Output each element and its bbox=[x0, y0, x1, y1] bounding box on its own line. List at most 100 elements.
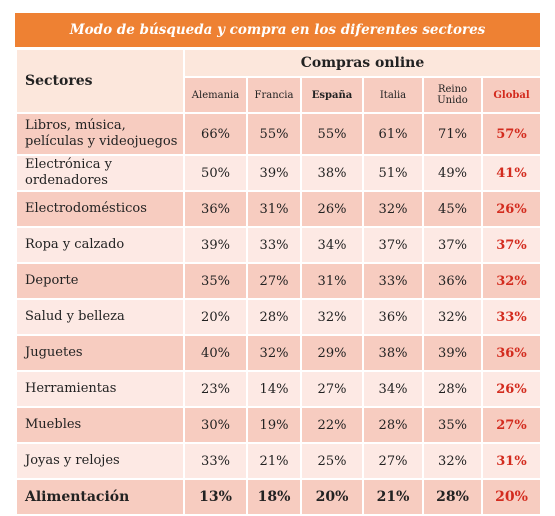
global-value-cell: 33% bbox=[481, 298, 542, 336]
table-row: Herramientas 23% 14% 27% 34% 28% 26% bbox=[15, 370, 542, 408]
table-body: Libros, música, películas y videojuegos 6… bbox=[15, 112, 542, 516]
value-cell: 19% bbox=[246, 406, 302, 444]
sector-cell: Electrónica y ordenadores bbox=[15, 154, 185, 192]
global-value-cell: 57% bbox=[481, 112, 542, 156]
value-cell: 37% bbox=[422, 226, 483, 264]
column-header: España bbox=[300, 76, 364, 114]
value-cell: 33% bbox=[362, 262, 424, 300]
value-cell: 31% bbox=[300, 262, 364, 300]
value-cell: 35% bbox=[183, 262, 248, 300]
column-header: Reino Unido bbox=[422, 76, 483, 114]
table-row: Joyas y relojes 33% 21% 25% 27% 32% 31% bbox=[15, 442, 542, 480]
value-cell: 27% bbox=[300, 370, 364, 408]
value-cell: 38% bbox=[362, 334, 424, 372]
value-cell: 32% bbox=[422, 442, 483, 480]
data-table: Sectores Compras online Alemania Francia… bbox=[15, 48, 542, 516]
value-cell: 28% bbox=[422, 370, 483, 408]
value-cell: 36% bbox=[183, 190, 248, 228]
value-cell: 71% bbox=[422, 112, 483, 156]
value-cell: 20% bbox=[183, 298, 248, 336]
global-value-cell: 41% bbox=[481, 154, 542, 192]
group-header: Compras online bbox=[183, 48, 542, 78]
sector-cell: Muebles bbox=[15, 406, 185, 444]
value-cell: 50% bbox=[183, 154, 248, 192]
value-cell: 34% bbox=[300, 226, 364, 264]
global-value-cell: 36% bbox=[481, 334, 542, 372]
value-cell: 37% bbox=[362, 226, 424, 264]
sectors-header: Sectores bbox=[15, 48, 185, 114]
sector-cell: Salud y belleza bbox=[15, 298, 185, 336]
value-cell: 26% bbox=[300, 190, 364, 228]
table-row: Salud y belleza 20% 28% 32% 36% 32% 33% bbox=[15, 298, 542, 336]
value-cell: 66% bbox=[183, 112, 248, 156]
table-row: Deporte 35% 27% 31% 33% 36% 32% bbox=[15, 262, 542, 300]
sector-cell: Ropa y calzado bbox=[15, 226, 185, 264]
sector-cell: Herramientas bbox=[15, 370, 185, 408]
global-value-cell: 26% bbox=[481, 370, 542, 408]
value-cell: 55% bbox=[246, 112, 302, 156]
column-header: Global bbox=[481, 76, 542, 114]
global-value-cell: 27% bbox=[481, 406, 542, 444]
value-cell: 32% bbox=[362, 190, 424, 228]
column-header: Italia bbox=[362, 76, 424, 114]
value-cell: 38% bbox=[300, 154, 364, 192]
sector-cell: Electrodomésticos bbox=[15, 190, 185, 228]
value-cell: 61% bbox=[362, 112, 424, 156]
value-cell: 32% bbox=[246, 334, 302, 372]
value-cell: 33% bbox=[246, 226, 302, 264]
value-cell: 18% bbox=[246, 478, 302, 516]
column-header: Alemania bbox=[183, 76, 248, 114]
value-cell: 28% bbox=[246, 298, 302, 336]
value-cell: 14% bbox=[246, 370, 302, 408]
global-value-cell: 37% bbox=[481, 226, 542, 264]
value-cell: 27% bbox=[246, 262, 302, 300]
sector-cell: Alimentación bbox=[15, 478, 185, 516]
table-row: Muebles 30% 19% 22% 28% 35% 27% bbox=[15, 406, 542, 444]
value-cell: 36% bbox=[362, 298, 424, 336]
value-cell: 49% bbox=[422, 154, 483, 192]
global-value-cell: 26% bbox=[481, 190, 542, 228]
value-cell: 28% bbox=[362, 406, 424, 444]
value-cell: 29% bbox=[300, 334, 364, 372]
value-cell: 40% bbox=[183, 334, 248, 372]
table-row: Alimentación 13% 18% 20% 21% 28% 20% bbox=[15, 478, 542, 516]
value-cell: 33% bbox=[183, 442, 248, 480]
table-row: Juguetes 40% 32% 29% 38% 39% 36% bbox=[15, 334, 542, 372]
column-header: Francia bbox=[246, 76, 302, 114]
value-cell: 21% bbox=[362, 478, 424, 516]
value-cell: 13% bbox=[183, 478, 248, 516]
value-cell: 27% bbox=[362, 442, 424, 480]
value-cell: 23% bbox=[183, 370, 248, 408]
value-cell: 32% bbox=[422, 298, 483, 336]
sector-cell: Deporte bbox=[15, 262, 185, 300]
value-cell: 39% bbox=[183, 226, 248, 264]
value-cell: 28% bbox=[422, 478, 483, 516]
table-container: Modo de búsqueda y compra en los diferen… bbox=[15, 13, 542, 516]
value-cell: 51% bbox=[362, 154, 424, 192]
value-cell: 39% bbox=[246, 154, 302, 192]
value-cell: 21% bbox=[246, 442, 302, 480]
table-title: Modo de búsqueda y compra en los diferen… bbox=[15, 13, 540, 47]
table-row: Libros, música, películas y videojuegos 6… bbox=[15, 112, 542, 156]
value-cell: 20% bbox=[300, 478, 364, 516]
value-cell: 30% bbox=[183, 406, 248, 444]
table-row: Ropa y calzado 39% 33% 34% 37% 37% 37% bbox=[15, 226, 542, 264]
value-cell: 39% bbox=[422, 334, 483, 372]
value-cell: 32% bbox=[300, 298, 364, 336]
value-cell: 22% bbox=[300, 406, 364, 444]
table-row: Electrónica y ordenadores 50% 39% 38% 51% 49%… bbox=[15, 154, 542, 192]
value-cell: 31% bbox=[246, 190, 302, 228]
value-cell: 34% bbox=[362, 370, 424, 408]
sector-cell: Joyas y relojes bbox=[15, 442, 185, 480]
value-cell: 35% bbox=[422, 406, 483, 444]
value-cell: 25% bbox=[300, 442, 364, 480]
value-cell: 45% bbox=[422, 190, 483, 228]
global-value-cell: 20% bbox=[481, 478, 542, 516]
table-row: Electrodomésticos 36% 31% 26% 32% 45% 26% bbox=[15, 190, 542, 228]
sector-cell: Juguetes bbox=[15, 334, 185, 372]
value-cell: 36% bbox=[422, 262, 483, 300]
global-value-cell: 32% bbox=[481, 262, 542, 300]
global-value-cell: 31% bbox=[481, 442, 542, 480]
sector-cell: Libros, música, películas y videojuegos bbox=[15, 112, 185, 156]
value-cell: 55% bbox=[300, 112, 364, 156]
